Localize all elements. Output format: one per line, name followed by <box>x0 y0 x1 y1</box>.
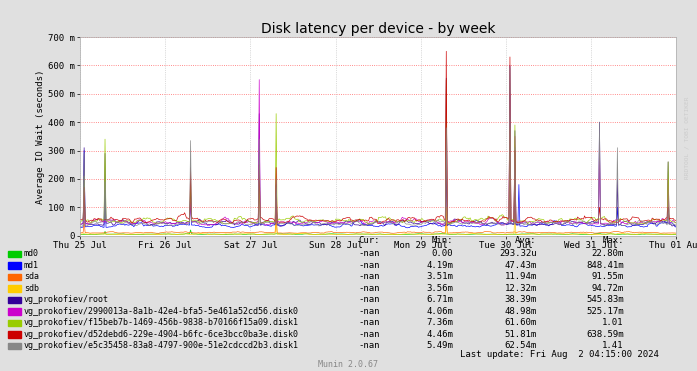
Text: Max:: Max: <box>602 236 624 245</box>
Text: -nan: -nan <box>358 272 380 281</box>
Text: 3.56m: 3.56m <box>426 284 453 293</box>
Text: 91.55m: 91.55m <box>592 272 624 281</box>
Text: 38.39m: 38.39m <box>505 295 537 304</box>
Text: 545.83m: 545.83m <box>586 295 624 304</box>
Text: 293.32u: 293.32u <box>499 249 537 258</box>
Text: 4.19m: 4.19m <box>426 261 453 270</box>
Text: Last update: Fri Aug  2 04:15:00 2024: Last update: Fri Aug 2 04:15:00 2024 <box>460 350 659 359</box>
Y-axis label: Average IO Wait (seconds): Average IO Wait (seconds) <box>36 69 45 204</box>
Text: Munin 2.0.67: Munin 2.0.67 <box>319 360 378 369</box>
Text: 22.80m: 22.80m <box>592 249 624 258</box>
Text: md1: md1 <box>24 261 39 270</box>
Text: Cur:: Cur: <box>358 236 380 245</box>
Text: -nan: -nan <box>358 261 380 270</box>
Text: -nan: -nan <box>358 330 380 339</box>
Text: 6.71m: 6.71m <box>426 295 453 304</box>
Text: 848.41m: 848.41m <box>586 261 624 270</box>
Text: 48.98m: 48.98m <box>505 307 537 316</box>
Text: Avg:: Avg: <box>515 236 537 245</box>
Text: vg_prokofiev/e5c35458-83a8-4797-900e-51e2cdccd2b3.disk1: vg_prokofiev/e5c35458-83a8-4797-900e-51e… <box>24 341 299 350</box>
Text: 525.17m: 525.17m <box>586 307 624 316</box>
Text: 5.49m: 5.49m <box>426 341 453 350</box>
Text: sda: sda <box>24 272 39 281</box>
Text: -nan: -nan <box>358 341 380 350</box>
Text: 4.46m: 4.46m <box>426 330 453 339</box>
Text: -nan: -nan <box>358 295 380 304</box>
Title: Disk latency per device - by week: Disk latency per device - by week <box>261 22 496 36</box>
Text: 1.41: 1.41 <box>602 341 624 350</box>
Text: Min:: Min: <box>431 236 453 245</box>
Text: RRDTOOL / TOBI OETIKER: RRDTOOL / TOBI OETIKER <box>684 96 689 178</box>
Text: vg_prokofiev/f15beb7b-1469-456b-9838-b70166f15a09.disk1: vg_prokofiev/f15beb7b-1469-456b-9838-b70… <box>24 318 299 327</box>
Text: -nan: -nan <box>358 249 380 258</box>
Text: 61.60m: 61.60m <box>505 318 537 327</box>
Text: 47.43m: 47.43m <box>505 261 537 270</box>
Text: 62.54m: 62.54m <box>505 341 537 350</box>
Text: 94.72m: 94.72m <box>592 284 624 293</box>
Text: 3.51m: 3.51m <box>426 272 453 281</box>
Text: 51.81m: 51.81m <box>505 330 537 339</box>
Text: -nan: -nan <box>358 284 380 293</box>
Text: vg_prokofiev/d52debd6-229e-4904-b6fc-6ce3bcc0ba3e.disk0: vg_prokofiev/d52debd6-229e-4904-b6fc-6ce… <box>24 330 299 339</box>
Text: 4.06m: 4.06m <box>426 307 453 316</box>
Text: 638.59m: 638.59m <box>586 330 624 339</box>
Text: 11.94m: 11.94m <box>505 272 537 281</box>
Text: -nan: -nan <box>358 318 380 327</box>
Text: 1.01: 1.01 <box>602 318 624 327</box>
Text: vg_prokofiev/root: vg_prokofiev/root <box>24 295 109 304</box>
Text: 7.36m: 7.36m <box>426 318 453 327</box>
Text: 0.00: 0.00 <box>431 249 453 258</box>
Text: -nan: -nan <box>358 307 380 316</box>
Text: 12.32m: 12.32m <box>505 284 537 293</box>
Text: md0: md0 <box>24 249 39 258</box>
Text: vg_prokofiev/2990013a-8a1b-42e4-bfa5-5e461a52cd56.disk0: vg_prokofiev/2990013a-8a1b-42e4-bfa5-5e4… <box>24 307 299 316</box>
Text: sdb: sdb <box>24 284 39 293</box>
